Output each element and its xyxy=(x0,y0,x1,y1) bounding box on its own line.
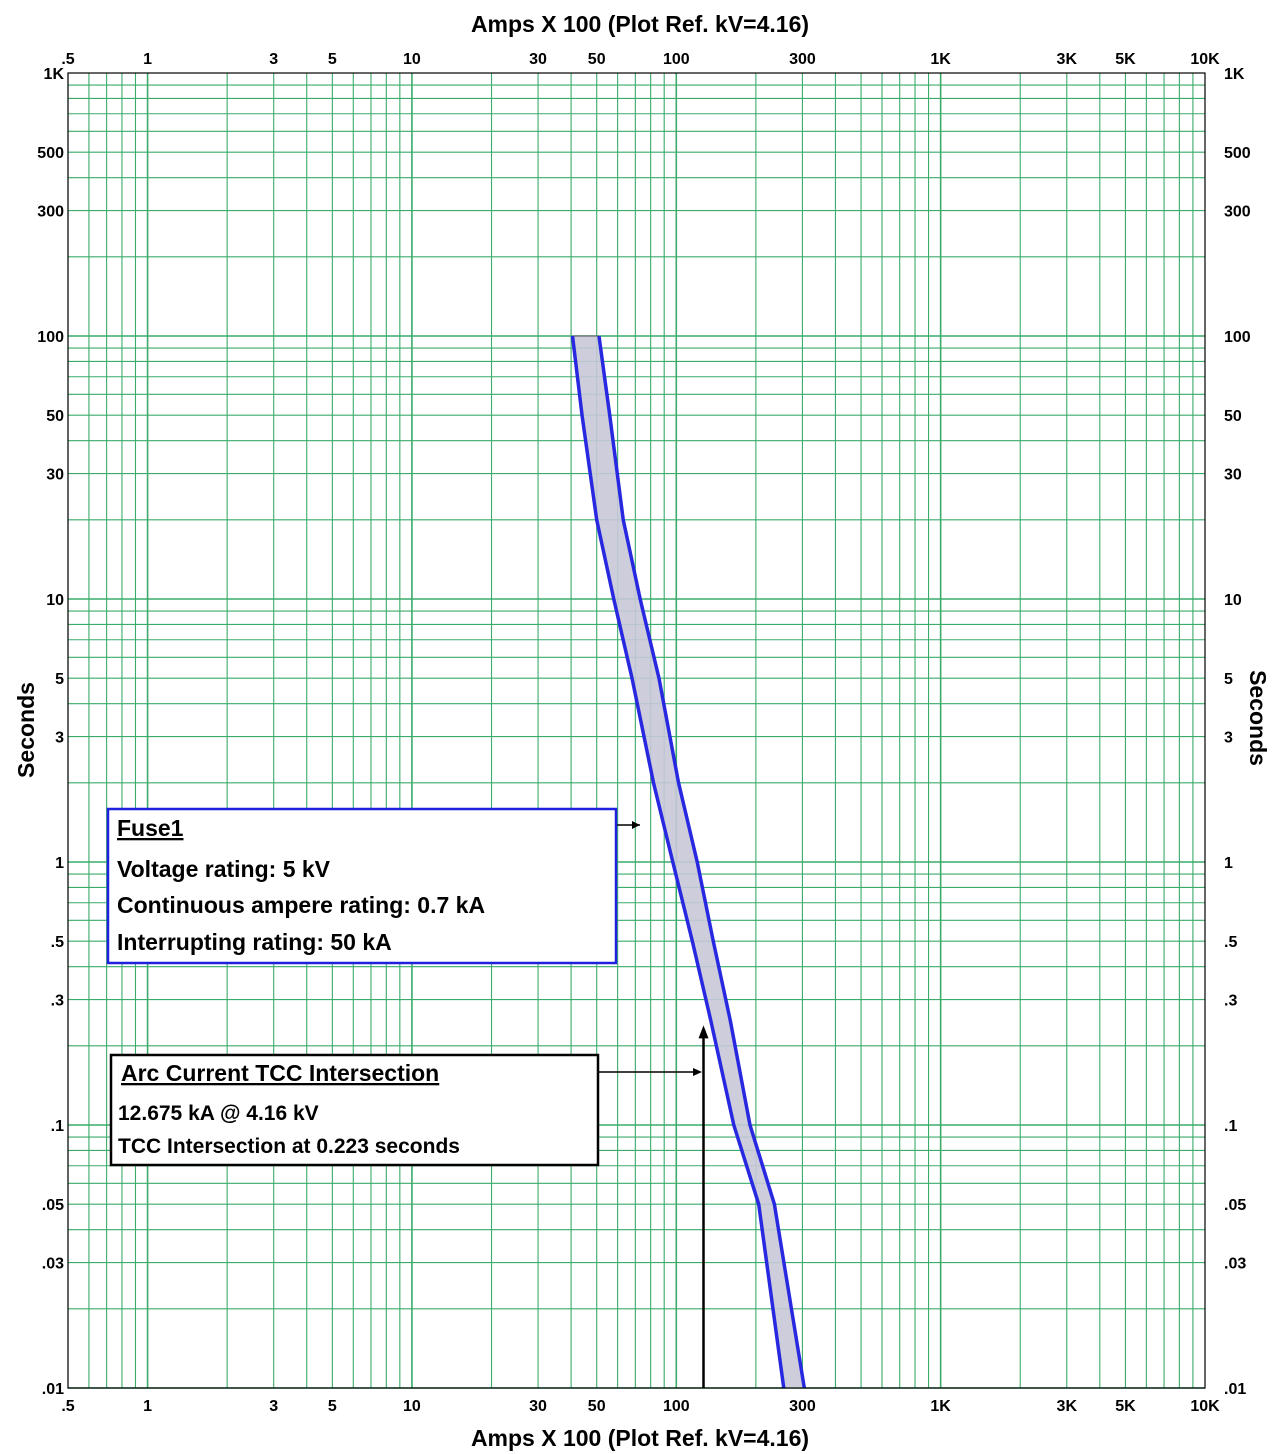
x-tick-label-top: 10K xyxy=(1190,51,1220,68)
y-tick-label-right: .03 xyxy=(1224,1256,1246,1273)
y-tick-label-right: .3 xyxy=(1224,993,1237,1010)
x-tick-label-bottom: 10K xyxy=(1190,1398,1220,1415)
fuse-tcc-band xyxy=(570,335,807,1389)
y-axis-title-right: Seconds xyxy=(1245,670,1271,766)
x-tick-label-bottom: 30 xyxy=(529,1398,547,1415)
y-tick-label-right: 500 xyxy=(1224,145,1251,162)
fuse-continuous-rating: Continuous ampere rating: 0.7 kA xyxy=(117,892,485,918)
tick-labels: .5 .5 1 1 3 3 5 5 10 10 30 30 50 50 100 100 300 300 1K 1K 3K… xyxy=(37,51,1251,1415)
y-tick-label-right: 100 xyxy=(1224,329,1251,346)
arc-current-info-box: Arc Current TCC Intersection 12.675 kA @… xyxy=(109,1053,702,1167)
x-tick-label-bottom: .5 xyxy=(61,1398,74,1415)
total-clearing-curve xyxy=(597,335,807,1389)
x-tick-label-top: 1K xyxy=(930,51,951,68)
x-tick-label-bottom: 10 xyxy=(403,1398,421,1415)
x-axis-title-bottom: Amps X 100 (Plot Ref. kV=4.16) xyxy=(471,1425,809,1451)
x-tick-label-top: 300 xyxy=(789,51,816,68)
arc-current-value: 12.675 kA @ 4.16 kV xyxy=(118,1102,319,1125)
x-tick-label-top: 100 xyxy=(663,51,690,68)
y-tick-label-left: .5 xyxy=(51,934,64,951)
minimum-melt-curve xyxy=(570,335,786,1389)
x-tick-label-top: 1 xyxy=(143,51,152,68)
y-tick-label-left: .3 xyxy=(51,993,64,1010)
y-axis-title-left: Seconds xyxy=(13,682,39,778)
fuse-leader-arrow xyxy=(632,821,640,829)
x-tick-label-top: 3K xyxy=(1057,51,1078,68)
y-tick-label-left: 10 xyxy=(46,592,64,609)
y-tick-label-left: 50 xyxy=(46,408,64,425)
y-tick-label-left: 1 xyxy=(55,855,64,872)
y-tick-label-left: 1K xyxy=(44,66,65,83)
x-tick-label-top: 10 xyxy=(403,51,421,68)
y-tick-label-left: 500 xyxy=(37,145,64,162)
plot-border xyxy=(67,72,1206,1389)
fuse-info-box: Fuse1 Voltage rating: 5 kV Continuous am… xyxy=(106,807,640,965)
fuse-box-title: Fuse1 xyxy=(117,815,184,841)
x-tick-label-bottom: 5K xyxy=(1115,1398,1136,1415)
x-tick-label-top: 5 xyxy=(328,51,337,68)
y-tick-label-left: 300 xyxy=(37,204,64,221)
fuse-band-fill xyxy=(572,336,805,1388)
y-tick-label-left: .1 xyxy=(51,1118,64,1135)
y-tick-label-right: 1K xyxy=(1224,66,1245,83)
y-tick-label-right: .1 xyxy=(1224,1118,1237,1135)
x-tick-label-bottom: 1 xyxy=(143,1398,152,1415)
y-tick-label-left: 3 xyxy=(55,730,64,747)
x-tick-label-top: 3 xyxy=(269,51,278,68)
y-tick-label-right: 50 xyxy=(1224,408,1242,425)
y-tick-label-right: 30 xyxy=(1224,467,1242,484)
x-tick-label-bottom: 50 xyxy=(588,1398,606,1415)
y-tick-label-right: 3 xyxy=(1224,730,1233,747)
arc-intersection-time: TCC Intersection at 0.223 seconds xyxy=(118,1135,460,1158)
y-tick-label-right: 300 xyxy=(1224,204,1251,221)
x-tick-label-bottom: 5 xyxy=(328,1398,337,1415)
fuse-voltage-rating: Voltage rating: 5 kV xyxy=(117,856,331,882)
y-tick-label-left: .03 xyxy=(42,1256,64,1273)
arc-box-title: Arc Current TCC Intersection xyxy=(121,1060,439,1086)
fuse-box-frame xyxy=(106,807,618,965)
grid-lines xyxy=(67,73,1205,1389)
y-tick-label-right: .05 xyxy=(1224,1197,1246,1214)
y-tick-label-right: .5 xyxy=(1224,934,1237,951)
arc-leader-arrow xyxy=(693,1068,702,1076)
x-tick-label-bottom: 100 xyxy=(663,1398,690,1415)
arc-box-frame xyxy=(109,1053,600,1167)
arc-current-markers xyxy=(698,1025,709,1388)
y-tick-label-right: 10 xyxy=(1224,592,1242,609)
x-tick-label-bottom: 3K xyxy=(1057,1398,1078,1415)
x-tick-label-top: 5K xyxy=(1115,51,1136,68)
y-tick-label-right: 1 xyxy=(1224,855,1233,872)
y-tick-label-left: .05 xyxy=(42,1197,64,1214)
x-tick-label-top: 30 xyxy=(529,51,547,68)
y-tick-label-right: .01 xyxy=(1224,1381,1246,1398)
x-tick-label-bottom: 3 xyxy=(269,1398,278,1415)
x-tick-label-bottom: 300 xyxy=(789,1398,816,1415)
x-tick-label-top: 50 xyxy=(588,51,606,68)
y-tick-label-right: 5 xyxy=(1224,671,1233,688)
y-tick-label-left: 5 xyxy=(55,671,64,688)
y-tick-label-left: 30 xyxy=(46,467,64,484)
x-axis-title-top: Amps X 100 (Plot Ref. kV=4.16) xyxy=(471,11,809,37)
x-tick-label-bottom: 1K xyxy=(930,1398,951,1415)
y-tick-label-left: .01 xyxy=(42,1381,64,1398)
x-tick-label-top: .5 xyxy=(61,51,74,68)
arc-current-arrowhead xyxy=(698,1025,709,1039)
y-tick-label-left: 100 xyxy=(37,329,64,346)
fuse-interrupting-rating: Interrupting rating: 50 kA xyxy=(117,929,392,955)
